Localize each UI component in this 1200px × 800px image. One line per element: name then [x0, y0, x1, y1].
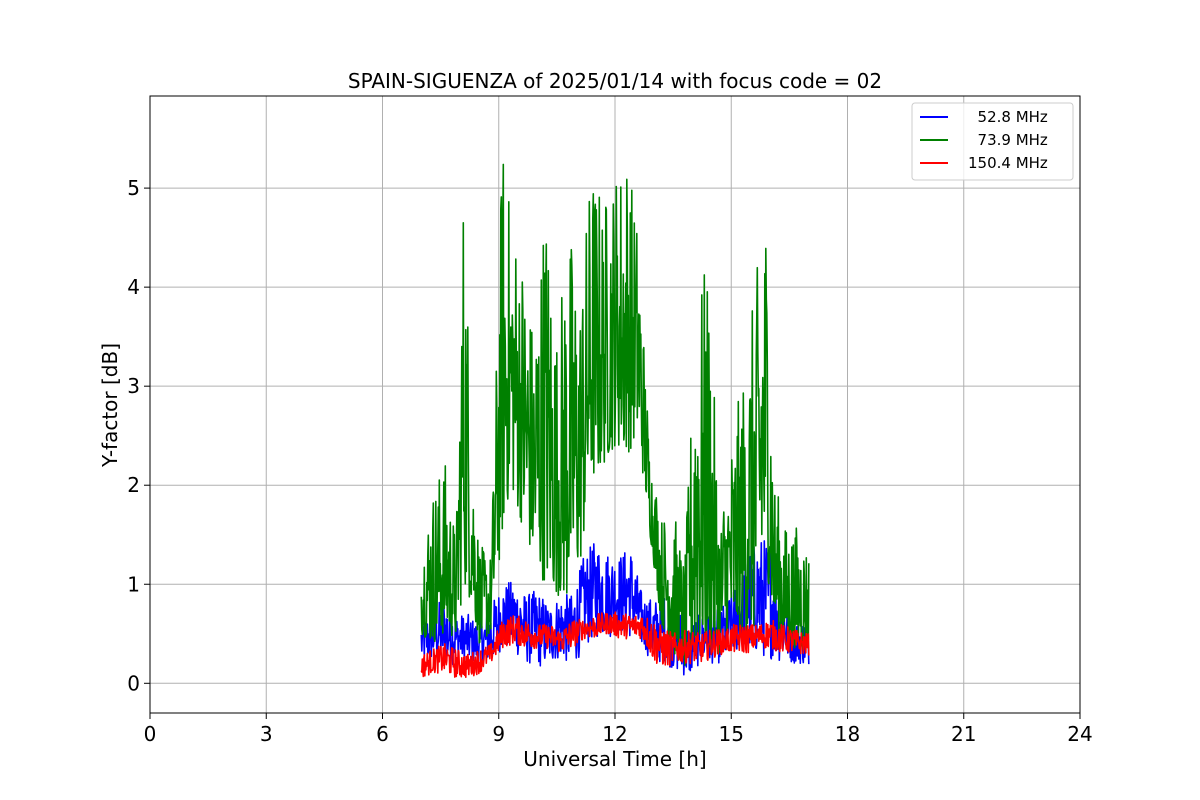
x-tick-label: 24 — [1067, 722, 1092, 746]
x-tick-label: 12 — [602, 722, 627, 746]
y-tick-label: 1 — [127, 572, 140, 596]
y-axis-label: Y-factor [dB] — [98, 343, 122, 468]
series-line — [420, 163, 810, 666]
x-axis-label: Universal Time [h] — [523, 747, 706, 771]
y-tick-label: 2 — [127, 473, 140, 497]
x-tick-label: 15 — [719, 722, 744, 746]
series-layer — [420, 163, 810, 678]
y-tick-label: 4 — [127, 275, 140, 299]
series-line — [420, 611, 810, 678]
y-tick-label: 5 — [127, 176, 140, 200]
y-tick-label: 3 — [127, 374, 140, 398]
legend-label: 73.9 MHz — [968, 131, 1048, 149]
legend-box — [911, 102, 1074, 181]
legend: 52.8 MHz 73.9 MHz 150.4 MHz — [911, 102, 1074, 181]
chart-title: SPAIN-SIGUENZA of 2025/01/14 with focus … — [348, 69, 882, 93]
x-tick-label: 6 — [376, 722, 389, 746]
x-tick-label: 18 — [835, 722, 860, 746]
x-tick-label: 0 — [144, 722, 157, 746]
y-tick-label: 0 — [127, 671, 140, 695]
legend-label: 52.8 MHz — [968, 108, 1048, 126]
x-tick-label: 3 — [260, 722, 273, 746]
legend-label: 150.4 MHz — [968, 154, 1048, 172]
x-tick-label: 21 — [951, 722, 976, 746]
x-tick-label: 9 — [492, 722, 505, 746]
